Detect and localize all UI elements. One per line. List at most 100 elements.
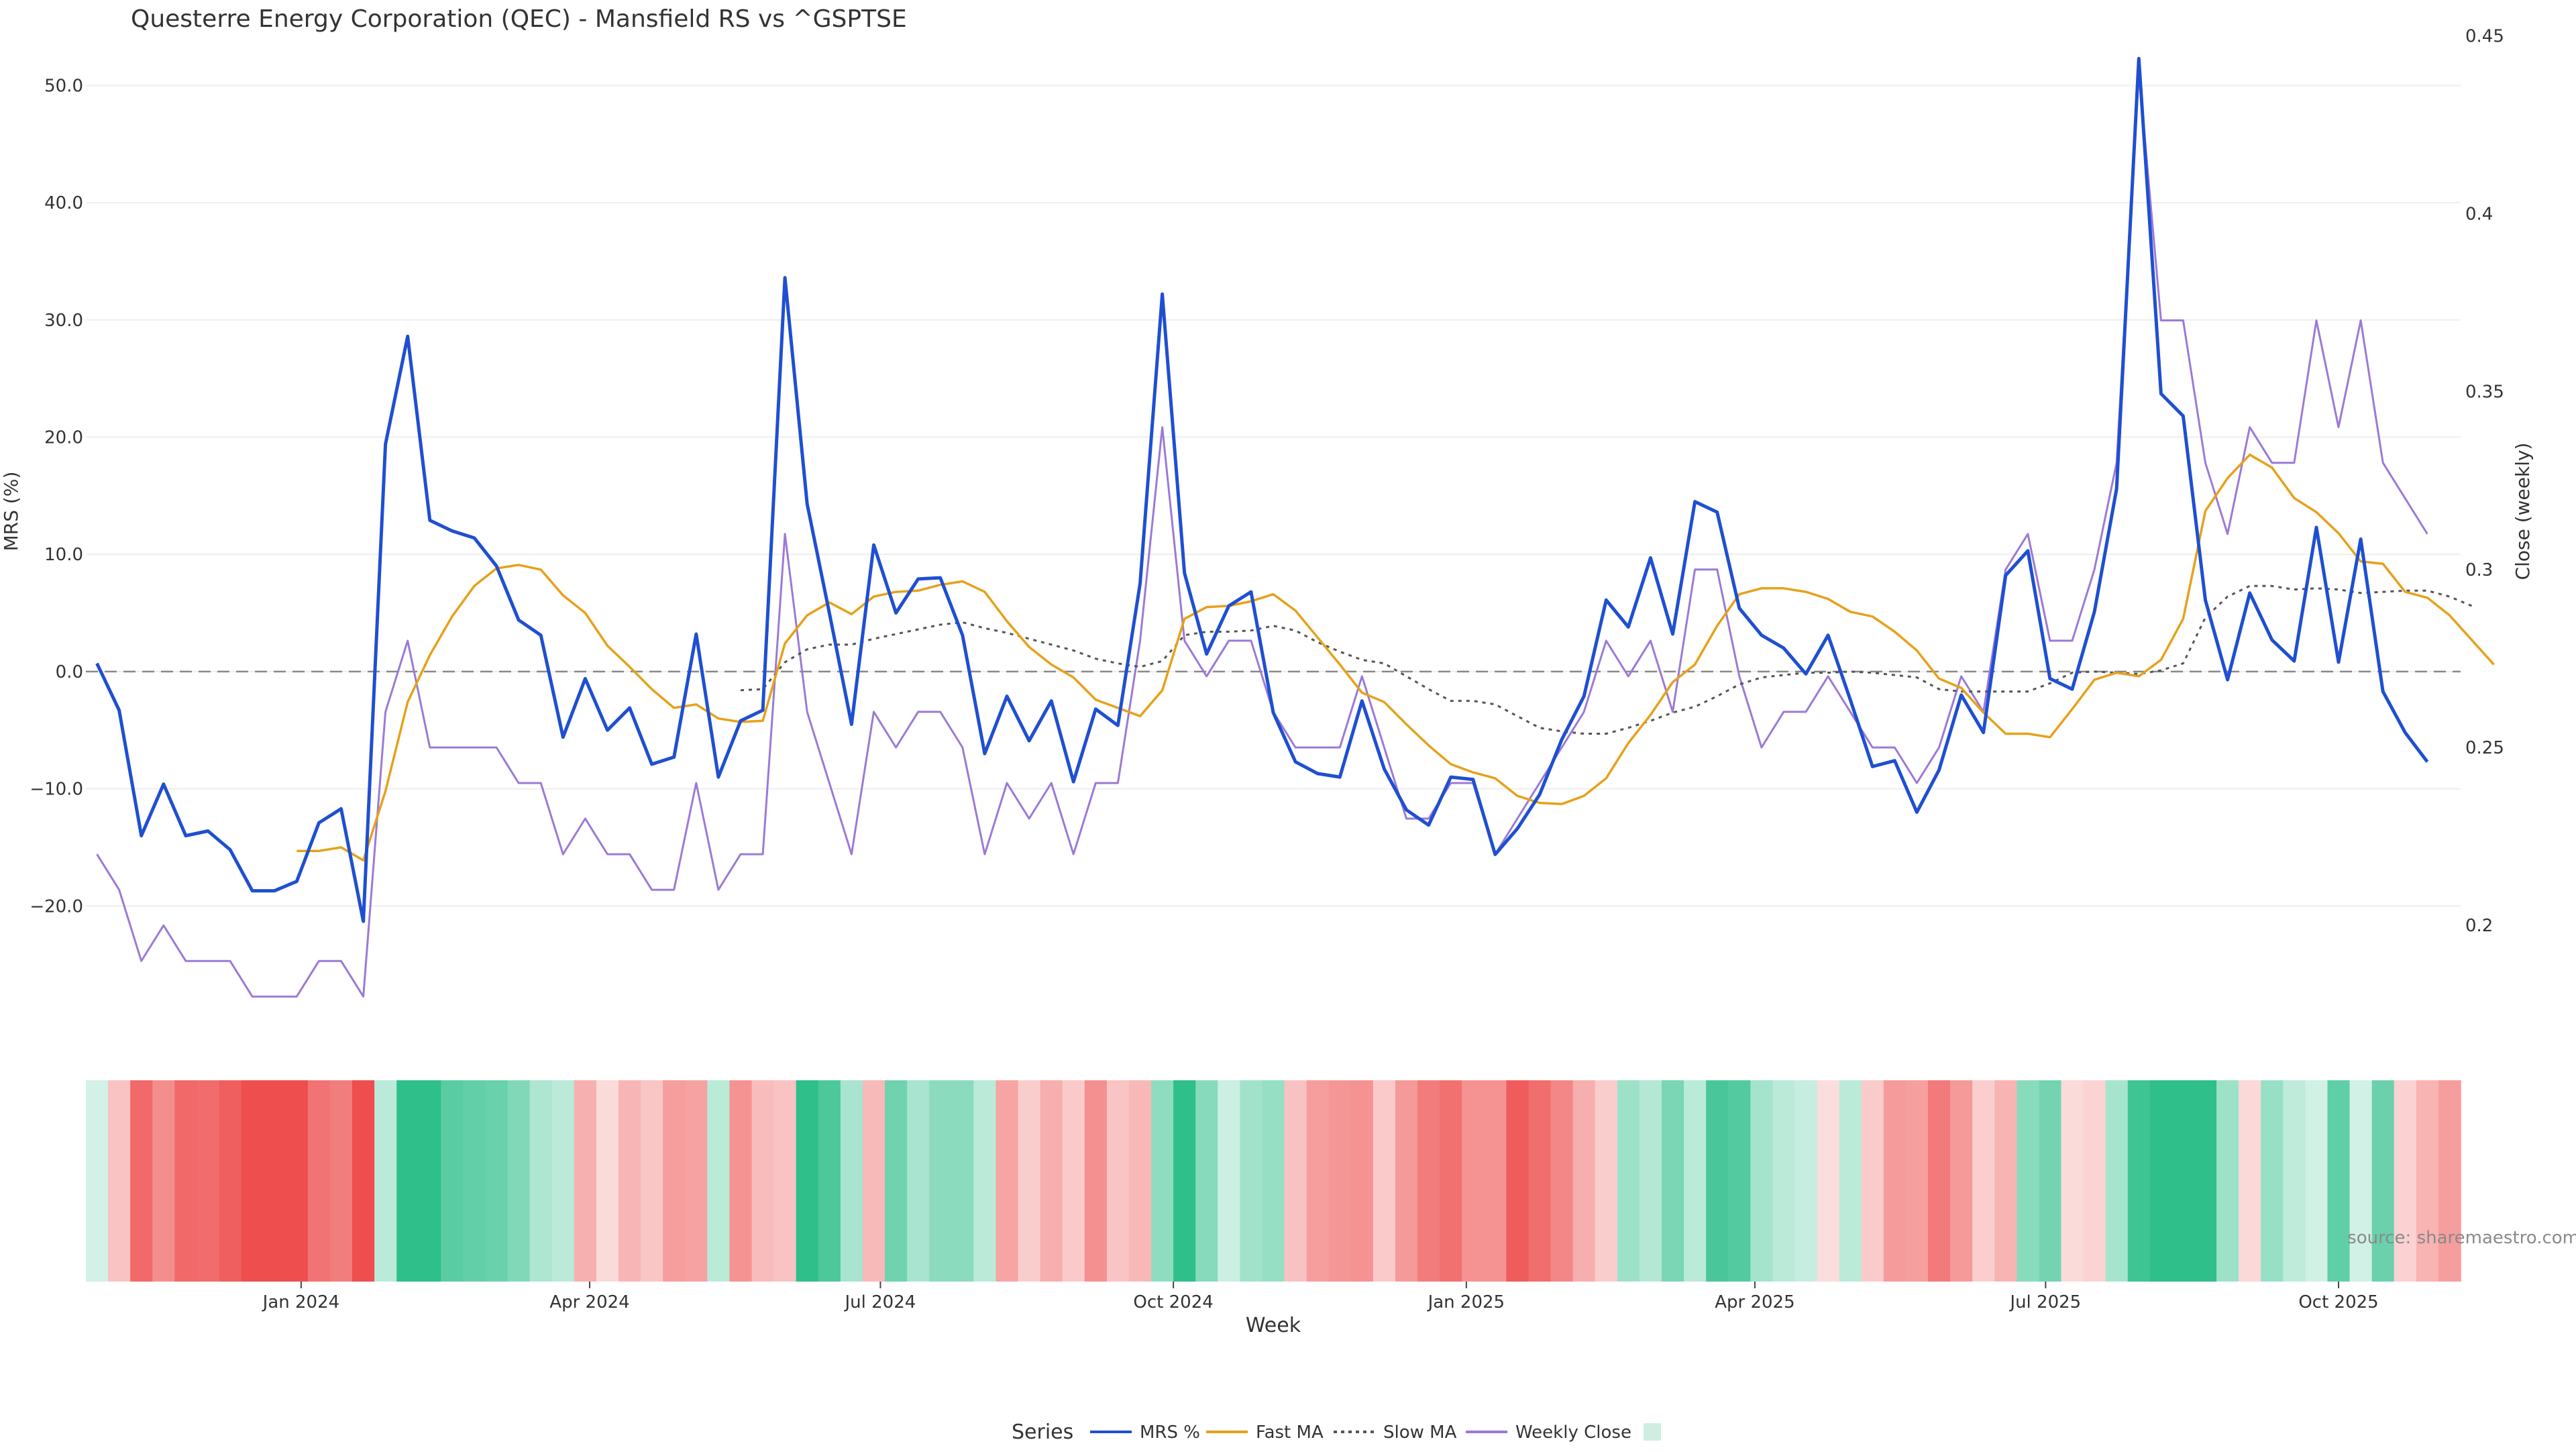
heatmap-cell bbox=[1684, 1080, 1707, 1282]
y2-tick-label: 0.25 bbox=[2465, 738, 2504, 758]
heatmap-cell bbox=[197, 1080, 220, 1282]
y-tick-label: 0.0 bbox=[56, 662, 83, 682]
heatmap-cell bbox=[1084, 1080, 1108, 1282]
x-tick-label: Apr 2025 bbox=[1715, 1292, 1794, 1312]
heatmap-cell bbox=[1639, 1080, 1662, 1282]
x-axis-label: Week bbox=[1246, 1314, 1301, 1337]
heatmap-cell bbox=[1927, 1080, 1951, 1282]
heatmap-cell bbox=[551, 1080, 575, 1282]
heatmap-cell bbox=[1106, 1080, 1130, 1282]
heatmap-cell bbox=[596, 1080, 619, 1282]
heatmap-cell bbox=[419, 1080, 442, 1282]
heatmap-cell bbox=[907, 1080, 930, 1282]
heatmap-cell bbox=[2017, 1080, 2040, 1282]
heatmap-cell bbox=[862, 1080, 885, 1282]
heatmap-cell bbox=[885, 1080, 908, 1282]
heatmap-cell bbox=[1661, 1080, 1684, 1282]
heatmap-cell bbox=[1328, 1080, 1352, 1282]
y-tick-label: 30.0 bbox=[44, 311, 83, 331]
heatmap-cell bbox=[663, 1080, 686, 1282]
y-tick-label: 40.0 bbox=[44, 193, 83, 213]
heatmap-cell bbox=[485, 1080, 508, 1282]
heatmap-cell bbox=[1861, 1080, 1884, 1282]
heatmap-cell bbox=[1950, 1080, 1973, 1282]
heatmap-cell bbox=[2371, 1080, 2395, 1282]
heatmap-cell bbox=[1572, 1080, 1596, 1282]
heatmap-cell bbox=[1905, 1080, 1929, 1282]
heatmap-cell bbox=[529, 1080, 553, 1282]
heatmap-cell bbox=[1262, 1080, 1285, 1282]
heatmap-cell bbox=[1195, 1080, 1219, 1282]
x-tick-label: Jan 2025 bbox=[1427, 1292, 1505, 1312]
x-tick-label: Oct 2024 bbox=[1133, 1292, 1213, 1312]
heatmap-cell bbox=[1595, 1080, 1618, 1282]
source-label: source: sharemaestro.com bbox=[2347, 1228, 2576, 1248]
heatmap-cell bbox=[1706, 1080, 1729, 1282]
heatmap-cell bbox=[507, 1080, 531, 1282]
heatmap-cell bbox=[1151, 1080, 1174, 1282]
heatmap-cell bbox=[951, 1080, 975, 1282]
heatmap-cell bbox=[1994, 1080, 2018, 1282]
heatmap-cell bbox=[685, 1080, 708, 1282]
heatmap-cell bbox=[241, 1080, 264, 1282]
weekly-close-line bbox=[96, 70, 2428, 998]
heatmap-cell bbox=[2438, 1080, 2461, 1282]
heatmap-cell bbox=[174, 1080, 198, 1282]
heatmap-cell bbox=[1040, 1080, 1063, 1282]
heatmap-cell bbox=[396, 1080, 420, 1282]
heatmap-cell bbox=[1417, 1080, 1440, 1282]
heatmap-cell bbox=[818, 1080, 841, 1282]
heatmap-cell bbox=[929, 1080, 953, 1282]
heatmap-cell bbox=[1484, 1080, 1507, 1282]
legend-label: MRS % bbox=[1140, 1422, 1200, 1443]
legend-label: Slow MA bbox=[1383, 1422, 1457, 1443]
heatmap-cell bbox=[973, 1080, 997, 1282]
heatmap-cell bbox=[2305, 1080, 2328, 1282]
heatmap-cell bbox=[352, 1080, 375, 1282]
heatmap-cell bbox=[729, 1080, 753, 1282]
y2-tick-label: 0.45 bbox=[2465, 26, 2504, 46]
y-axis-label: MRS (%) bbox=[0, 472, 22, 552]
heatmap-cell bbox=[219, 1080, 242, 1282]
y2-tick-label: 0.2 bbox=[2465, 916, 2493, 936]
slow-ma-line bbox=[740, 584, 2473, 735]
heatmap-cell bbox=[1373, 1080, 1396, 1282]
y-tick-label: −20.0 bbox=[30, 896, 83, 917]
heatmap-cell bbox=[285, 1080, 309, 1282]
series-lines bbox=[95, 56, 2495, 998]
heatmap-cell bbox=[1306, 1080, 1330, 1282]
heatmap-cell bbox=[108, 1080, 131, 1282]
heatmap-cell bbox=[1617, 1080, 1640, 1282]
fast-ma-line bbox=[297, 453, 2495, 862]
y-tick-label: 20.0 bbox=[44, 427, 83, 448]
heatmap-cell bbox=[840, 1080, 863, 1282]
legend-label: Weekly Close bbox=[1515, 1422, 1631, 1443]
heatmap-cell bbox=[2061, 1080, 2084, 1282]
heatmap-cell bbox=[2394, 1080, 2417, 1282]
heatmap-cell bbox=[1839, 1080, 1862, 1282]
heatmap-cell bbox=[1772, 1080, 1796, 1282]
heatmap-cell bbox=[707, 1080, 731, 1282]
x-tick-label: Jul 2024 bbox=[844, 1292, 916, 1312]
heatmap-cell bbox=[1550, 1080, 1574, 1282]
heatmap-cell bbox=[2194, 1080, 2217, 1282]
y2-tick-label: 0.4 bbox=[2465, 204, 2493, 224]
y2-tick-label: 0.3 bbox=[2465, 560, 2493, 580]
heatmap-cell bbox=[2171, 1080, 2195, 1282]
heatmap-cell bbox=[329, 1080, 353, 1282]
heatmap-cell bbox=[152, 1080, 176, 1282]
heatmap-cell bbox=[574, 1080, 597, 1282]
heatmap-cell bbox=[374, 1080, 397, 1282]
heatmap-cell bbox=[1173, 1080, 1197, 1282]
heatmap-cell bbox=[619, 1080, 641, 1282]
gridlines bbox=[86, 85, 2461, 907]
heatmap-cell bbox=[2127, 1080, 2151, 1282]
heatmap-cell bbox=[86, 1080, 109, 1282]
heatmap-cell bbox=[130, 1080, 154, 1282]
y2-axis-label: Close (weekly) bbox=[2512, 443, 2534, 580]
heatmap-cell bbox=[773, 1080, 797, 1282]
heatmap-cell bbox=[441, 1080, 464, 1282]
heatmap-cell bbox=[1395, 1080, 1418, 1282]
legend: Series MRS % Fast MA Slow MA Weekly Close bbox=[1012, 1420, 1661, 1444]
heatmap-cell bbox=[1506, 1080, 1529, 1282]
